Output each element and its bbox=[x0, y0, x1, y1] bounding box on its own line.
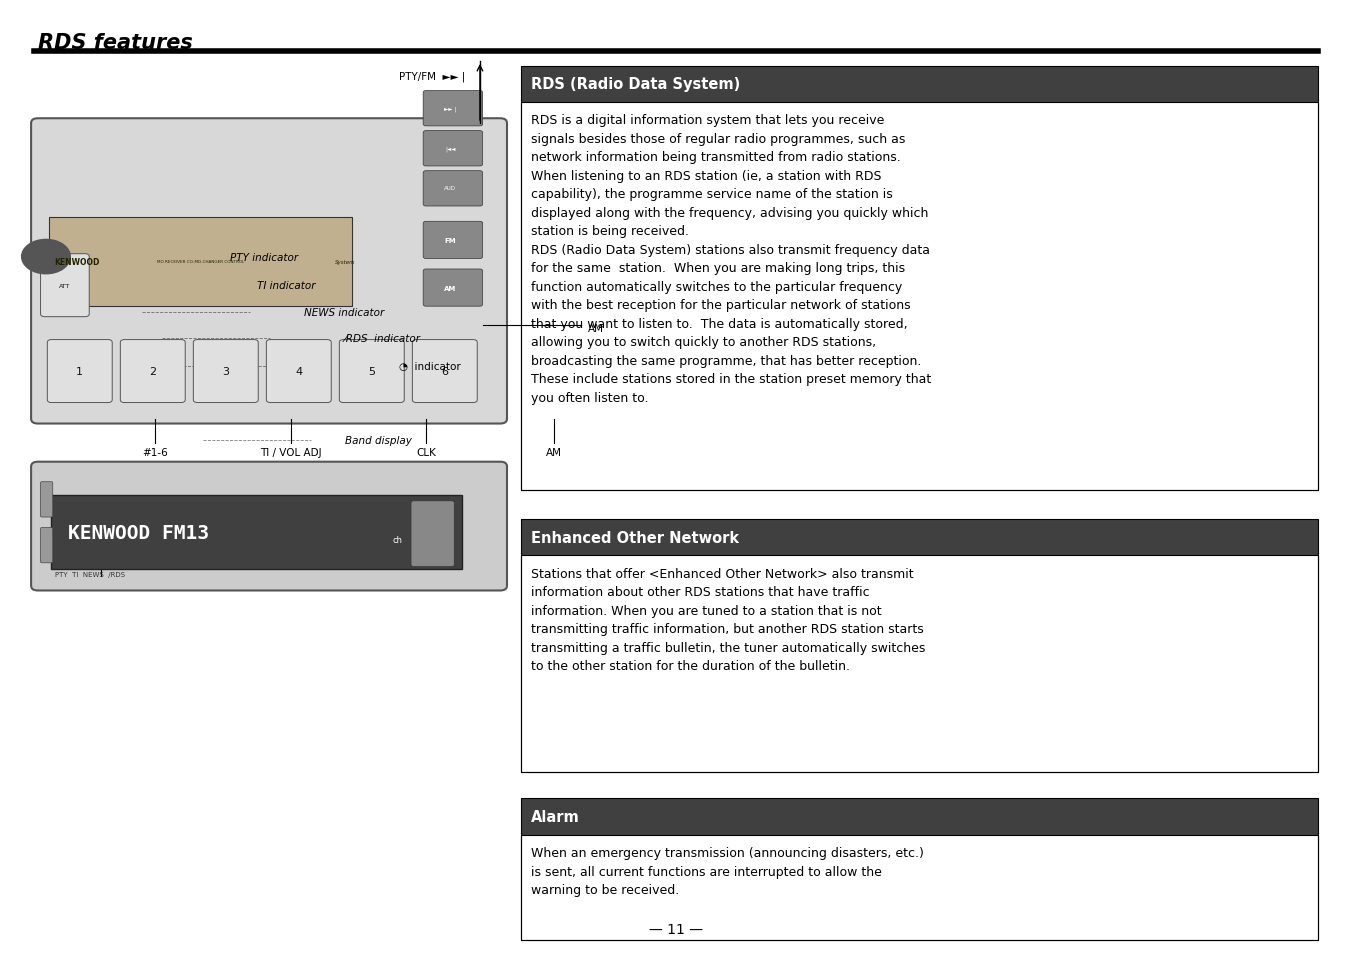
FancyBboxPatch shape bbox=[521, 103, 1318, 491]
FancyBboxPatch shape bbox=[339, 340, 404, 403]
Text: Alarm: Alarm bbox=[531, 809, 580, 824]
FancyBboxPatch shape bbox=[120, 340, 185, 403]
Text: 2: 2 bbox=[149, 367, 157, 376]
Text: PTY/FM  ►► |: PTY/FM ►► | bbox=[399, 71, 465, 82]
Text: FM: FM bbox=[445, 238, 456, 244]
FancyBboxPatch shape bbox=[31, 462, 507, 591]
Text: TI / VOL ADJ: TI / VOL ADJ bbox=[260, 448, 322, 457]
Text: RDS (Radio Data System): RDS (Radio Data System) bbox=[531, 77, 741, 92]
Circle shape bbox=[22, 240, 70, 274]
FancyBboxPatch shape bbox=[423, 91, 483, 127]
Text: NEWS indicator: NEWS indicator bbox=[304, 308, 384, 317]
Text: 3: 3 bbox=[222, 367, 230, 376]
FancyBboxPatch shape bbox=[521, 835, 1318, 940]
Text: ►► |: ►► | bbox=[443, 106, 457, 112]
FancyBboxPatch shape bbox=[49, 217, 352, 307]
Text: ch: ch bbox=[392, 536, 402, 545]
FancyBboxPatch shape bbox=[41, 482, 53, 517]
Text: 6: 6 bbox=[441, 367, 449, 376]
Text: KENWOOD FM13: KENWOOD FM13 bbox=[68, 523, 208, 542]
FancyBboxPatch shape bbox=[193, 340, 258, 403]
Text: Band display: Band display bbox=[345, 436, 411, 445]
Text: 5: 5 bbox=[368, 367, 376, 376]
FancyBboxPatch shape bbox=[41, 528, 53, 563]
FancyBboxPatch shape bbox=[31, 119, 507, 424]
Text: KENWOOD: KENWOOD bbox=[54, 257, 100, 267]
Text: ⁄RDS  indicator: ⁄RDS indicator bbox=[345, 334, 420, 343]
FancyBboxPatch shape bbox=[423, 270, 483, 307]
Text: 1: 1 bbox=[76, 367, 84, 376]
Text: — 11 —: — 11 — bbox=[649, 923, 703, 936]
Text: AM: AM bbox=[443, 286, 457, 292]
Text: #1-6: #1-6 bbox=[142, 448, 169, 457]
Text: RDS is a digital information system that lets you receive
signals besides those : RDS is a digital information system that… bbox=[531, 114, 932, 405]
FancyBboxPatch shape bbox=[521, 67, 1318, 103]
Text: AM: AM bbox=[546, 448, 562, 457]
FancyBboxPatch shape bbox=[51, 496, 462, 569]
FancyBboxPatch shape bbox=[423, 172, 483, 207]
FancyBboxPatch shape bbox=[521, 799, 1318, 835]
Text: PTY indicator: PTY indicator bbox=[230, 253, 297, 262]
Text: |◄◄: |◄◄ bbox=[445, 146, 456, 152]
FancyBboxPatch shape bbox=[411, 501, 454, 567]
Text: When an emergency transmission (announcing disasters, etc.)
is sent, all current: When an emergency transmission (announci… bbox=[531, 846, 925, 896]
Text: AUD: AUD bbox=[445, 186, 456, 192]
Text: CLK: CLK bbox=[416, 448, 435, 457]
Text: ATT: ATT bbox=[59, 283, 70, 289]
Text: PTY  TI  NEWS  /RDS: PTY TI NEWS /RDS bbox=[55, 572, 126, 578]
Text: System: System bbox=[335, 259, 356, 265]
FancyBboxPatch shape bbox=[521, 519, 1318, 556]
Text: Enhanced Other Network: Enhanced Other Network bbox=[531, 530, 740, 545]
FancyBboxPatch shape bbox=[47, 340, 112, 403]
FancyBboxPatch shape bbox=[521, 556, 1318, 772]
FancyBboxPatch shape bbox=[423, 132, 483, 167]
Text: TI indicator: TI indicator bbox=[257, 281, 315, 291]
Text: AM: AM bbox=[588, 324, 604, 334]
Text: RDS features: RDS features bbox=[38, 33, 192, 53]
Text: MO RECEIVER CO-MD-CHANGER CONTROL: MO RECEIVER CO-MD-CHANGER CONTROL bbox=[157, 260, 245, 264]
Text: 4: 4 bbox=[295, 367, 303, 376]
FancyBboxPatch shape bbox=[266, 340, 331, 403]
FancyBboxPatch shape bbox=[412, 340, 477, 403]
Text: ◔  indicator: ◔ indicator bbox=[399, 362, 461, 372]
FancyBboxPatch shape bbox=[41, 254, 89, 317]
FancyBboxPatch shape bbox=[423, 222, 483, 259]
Text: Stations that offer <Enhanced Other Network> also transmit
information about oth: Stations that offer <Enhanced Other Netw… bbox=[531, 567, 926, 673]
